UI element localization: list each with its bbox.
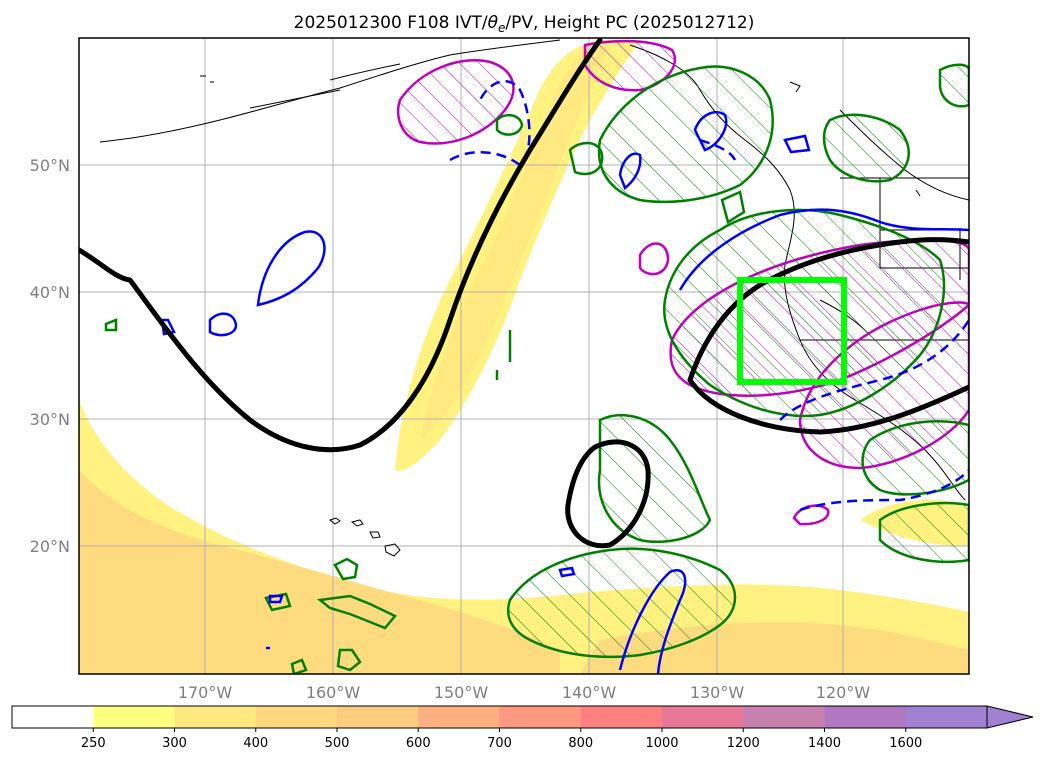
colorbar-tick-label: 300 bbox=[162, 736, 187, 751]
lat-label-40n: 40°N bbox=[30, 283, 70, 302]
colorbar-swatch bbox=[580, 706, 663, 728]
colorbar-swatch bbox=[418, 706, 500, 728]
colorbar-swatch bbox=[12, 706, 94, 728]
lon-tick-labels: 170°W 160°W 150°W 140°W 130°W 120°W bbox=[178, 683, 871, 702]
height-contours bbox=[79, 38, 969, 549]
colorbar: 250 300 400 500 600 700 800 1000 1200 1400 1600 bbox=[11, 705, 1034, 751]
ivt-fill-sw-inner bbox=[79, 470, 560, 674]
map-panel bbox=[79, 38, 969, 674]
lon-label-140w: 140°W bbox=[562, 683, 617, 702]
colorbar-swatch bbox=[337, 706, 419, 728]
islands bbox=[200, 75, 921, 557]
colorbar-tick-label: 400 bbox=[243, 736, 268, 751]
colorbar-extend-arrow bbox=[986, 705, 1034, 729]
colorbar-tick-label: 500 bbox=[325, 736, 350, 751]
colorbar-swatch bbox=[905, 706, 988, 728]
colorbar-tick-label: 1600 bbox=[889, 736, 922, 751]
colorbar-swatch bbox=[93, 706, 175, 728]
lon-label-120w: 120°W bbox=[816, 683, 871, 702]
colorbar-swatch bbox=[255, 706, 338, 728]
colorbar-tick-label: 1400 bbox=[808, 736, 841, 751]
lon-label-130w: 130°W bbox=[690, 683, 745, 702]
colorbar-tick-label: 600 bbox=[406, 736, 431, 751]
colorbar-swatch bbox=[499, 706, 582, 728]
colorbar-swatch bbox=[824, 706, 907, 728]
colorbar-tick-label: 1000 bbox=[645, 736, 678, 751]
ivt-fill-plume-inner bbox=[420, 45, 610, 440]
lat-label-20n: 20°N bbox=[30, 537, 70, 556]
map-frame bbox=[78, 37, 970, 675]
colorbar-swatch bbox=[174, 706, 257, 728]
colorbar-tick-label: 800 bbox=[568, 736, 593, 751]
lat-label-30n: 30°N bbox=[30, 410, 70, 429]
lat-label-50n: 50°N bbox=[30, 156, 70, 175]
lon-label-160w: 160°W bbox=[306, 683, 361, 702]
theta-e-dashed bbox=[449, 80, 969, 512]
colorbar-tick-label: 1200 bbox=[727, 736, 760, 751]
region-box bbox=[737, 277, 847, 385]
lat-tick-labels: 50°N 40°N 30°N 20°N bbox=[30, 156, 70, 556]
pv-small-contours bbox=[104, 113, 746, 674]
colorbar-tick-label: 250 bbox=[81, 736, 106, 751]
lon-label-150w: 150°W bbox=[434, 683, 489, 702]
lon-label-170w: 170°W bbox=[178, 683, 233, 702]
colorbar-swatch bbox=[662, 706, 744, 728]
chart-title: 2025012300 F108 IVT/θe/PV, Height PC (20… bbox=[294, 13, 755, 35]
colorbar-tick-label: 700 bbox=[487, 736, 512, 751]
theta-e-contours bbox=[160, 111, 969, 674]
colorbar-swatch bbox=[743, 706, 825, 728]
